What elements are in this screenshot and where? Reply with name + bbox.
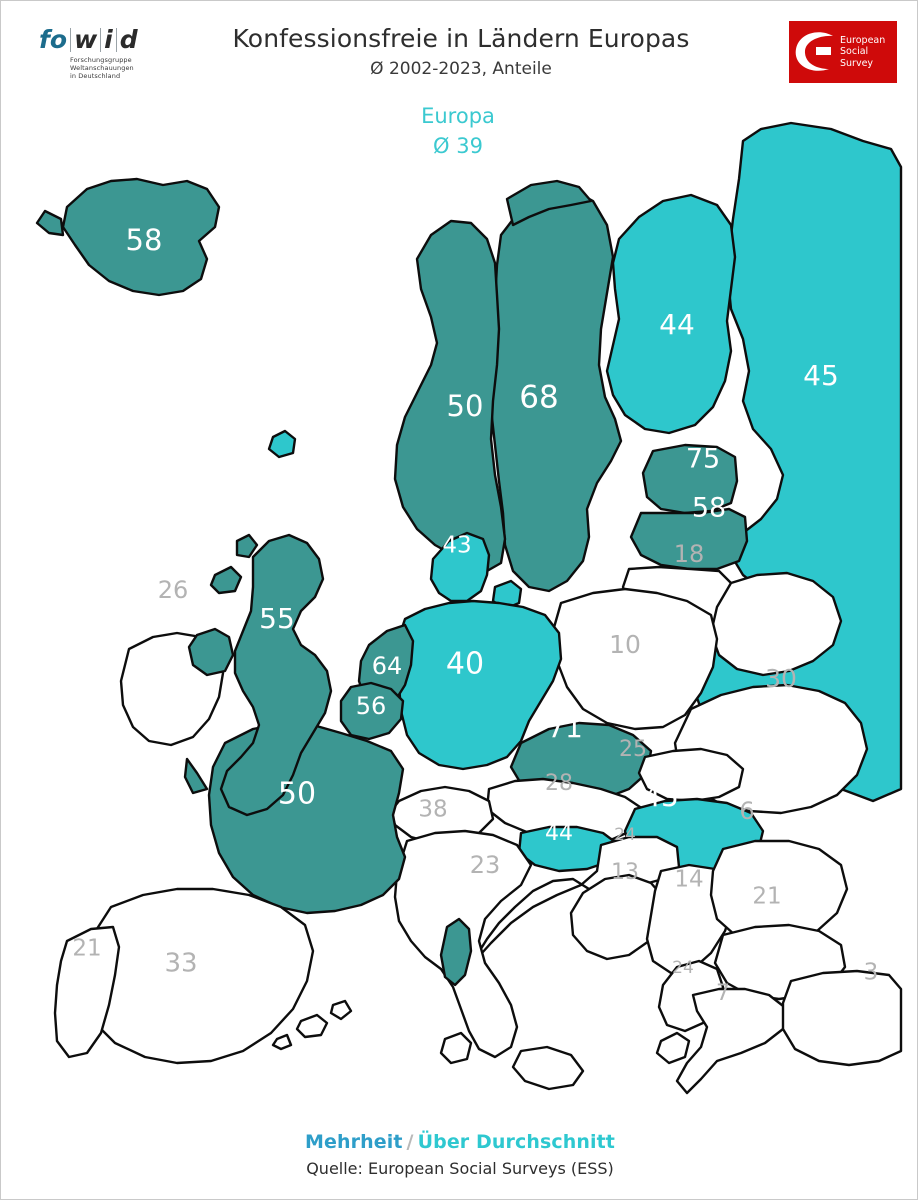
islands-balearics[interactable] <box>271 999 353 1051</box>
legend-above-average-label: Über Durchschnitt <box>417 1131 615 1153</box>
source-note: Quelle: European Social Surveys (ESS) <box>306 1159 614 1178</box>
europe-average-label: Europa <box>421 104 495 128</box>
page-title: Konfessionsfreie in Ländern Europas <box>232 24 690 53</box>
country-portugal[interactable] <box>53 925 121 1059</box>
label-albania: 24 <box>672 958 694 978</box>
label-sweden: 68 <box>519 380 558 416</box>
label-spain: 33 <box>164 949 197 979</box>
country-greece[interactable] <box>655 987 789 1095</box>
country-corsica[interactable] <box>439 917 473 987</box>
ess-line-2: Social <box>840 46 869 58</box>
label-ireland: 26 <box>158 576 189 604</box>
page-subtitle: Ø 2002-2023, Anteile <box>370 59 552 79</box>
fowid-logo-divider-1 <box>70 28 72 52</box>
fowid-logo-divider-2 <box>100 28 102 52</box>
island-faroe[interactable] <box>267 429 297 459</box>
label-greece: 7 <box>716 981 730 1006</box>
label-austria: 28 <box>545 771 573 796</box>
label-germany: 40 <box>446 647 484 682</box>
ess-logo-text: European Social Survey <box>840 35 885 70</box>
fowid-logo-i: i <box>104 25 113 54</box>
country-finland[interactable] <box>605 193 737 435</box>
fowid-subtitle-line-3: in Deutschland <box>70 72 121 81</box>
country-latvia[interactable] <box>629 507 749 571</box>
footer: Mehrheit / Über Durchschnitt Quelle: Europ… <box>1 1129 918 1181</box>
country-estonia[interactable] <box>641 443 739 515</box>
fowid-subtitle-line-2: Weltanschauungen <box>70 64 134 73</box>
ess-line-3: Survey <box>840 57 874 69</box>
europe-average-value: Ø 39 <box>433 134 483 158</box>
label-bulgaria: 21 <box>752 884 781 910</box>
label-czechia: 71 <box>547 711 583 744</box>
label-slovakia: 25 <box>619 737 647 762</box>
legend-majority-label: Mehrheit <box>305 1131 403 1153</box>
label-switzerland: 38 <box>418 797 447 823</box>
label-bosnia: 13 <box>611 860 639 885</box>
label-latvia: 58 <box>692 493 726 524</box>
label-lithuania: 18 <box>674 540 705 568</box>
fowid-logo-fo: fo <box>39 25 68 54</box>
label-iceland: 58 <box>126 223 163 257</box>
europe-map-svg: 58 50 68 44 45 75 58 18 43 55 26 64 56 5… <box>35 121 903 1095</box>
ess-line-1: European <box>840 34 886 46</box>
country-poland[interactable] <box>551 587 719 731</box>
europe-map: 58 50 68 44 45 75 58 18 43 55 26 64 56 5… <box>1 89 918 1109</box>
label-ukraine: 6 <box>739 797 754 825</box>
label-norway: 50 <box>447 389 484 423</box>
country-slovakia[interactable] <box>637 747 745 803</box>
country-turkey[interactable] <box>781 969 903 1067</box>
label-portugal: 21 <box>72 936 101 962</box>
fowid-wordmark: fo w i d <box>39 27 179 53</box>
label-uk: 55 <box>259 602 295 635</box>
label-estonia: 75 <box>686 444 720 475</box>
country-uk[interactable] <box>187 533 333 817</box>
fowid-subtitle-line-1: Forschungsgruppe <box>70 56 132 64</box>
ess-swoosh-icon <box>795 32 833 71</box>
country-iceland[interactable] <box>35 177 221 297</box>
europe-average-caption: Europa Ø 39 <box>363 101 553 161</box>
label-turkey: 3 <box>864 960 879 986</box>
ess-logo: European Social Survey <box>789 21 897 83</box>
label-romania: 14 <box>674 867 703 893</box>
country-italy[interactable] <box>393 829 585 1091</box>
fowid-logo-d: d <box>119 25 138 54</box>
label-netherlands: 64 <box>372 652 403 680</box>
label-belgium: 56 <box>356 692 387 720</box>
fowid-logo-divider-3 <box>115 28 117 52</box>
header: fo w i d Forschungsgruppe Weltanschauung… <box>1 1 918 101</box>
legend-separator: / <box>406 1131 414 1153</box>
country-bosnia[interactable] <box>569 873 667 961</box>
title-block: Konfessionsfreie in Ländern Europas Ø 20… <box>191 23 731 81</box>
legend: Mehrheit / Über Durchschnitt <box>1 1129 918 1155</box>
fowid-logo-w: w <box>74 25 98 54</box>
label-slovenia: 44 <box>545 821 573 846</box>
label-poland: 10 <box>609 630 641 659</box>
fowid-logo: fo w i d Forschungsgruppe Weltanschauung… <box>39 27 179 89</box>
label-denmark: 43 <box>442 533 471 559</box>
label-belarus: 30 <box>765 664 797 693</box>
label-russia: 45 <box>803 359 839 392</box>
label-italy: 23 <box>470 851 501 879</box>
label-finland: 44 <box>659 308 695 341</box>
country-norway[interactable] <box>393 179 593 573</box>
label-croatia: 24 <box>614 825 636 845</box>
label-hungary: 45 <box>643 780 679 813</box>
fowid-logo-subtitle: Forschungsgruppe Weltanschauungen in Deu… <box>39 56 179 81</box>
label-france: 50 <box>278 777 316 812</box>
country-belgium[interactable] <box>339 681 405 741</box>
